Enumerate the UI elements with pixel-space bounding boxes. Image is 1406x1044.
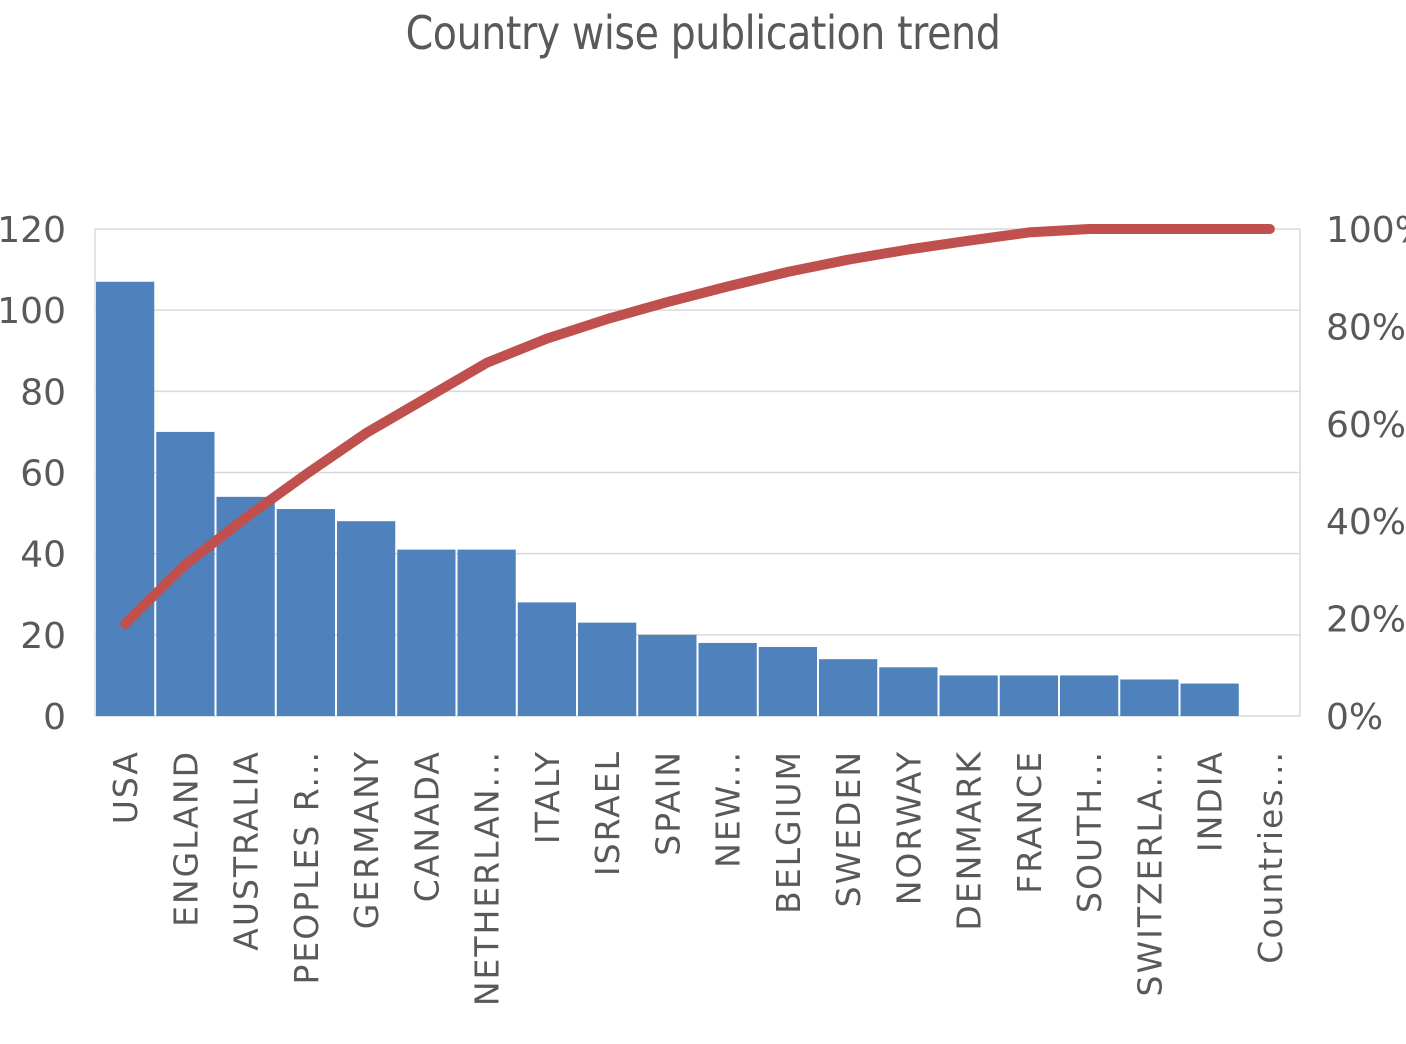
bar-canada <box>397 549 456 716</box>
category-label: NETHERLAN... <box>468 750 507 1006</box>
category-label: DENMARK <box>950 750 989 931</box>
bar-new <box>698 642 757 716</box>
bar-italy <box>517 602 576 716</box>
bar-germany <box>337 521 396 716</box>
category-label: BELGIUM <box>769 750 808 914</box>
left-y-axis: 0 20 40 60 80 100 120 <box>0 210 66 738</box>
right-axis-tick-label: 60% <box>1326 405 1406 446</box>
bar-peoples-r <box>276 509 335 716</box>
left-axis-tick-label: 120 <box>0 210 66 251</box>
left-axis-tick-label: 0 <box>43 697 66 738</box>
left-axis-tick-label: 20 <box>20 616 66 657</box>
right-axis-tick-label: 80% <box>1326 307 1406 348</box>
chart-title: Country wise publication trend <box>405 6 1001 60</box>
category-label: ITALY <box>528 750 567 844</box>
category-label: SOUTH... <box>1070 750 1109 913</box>
category-label: ISRAEL <box>588 750 627 876</box>
bar-spain <box>638 634 697 716</box>
bar-france <box>999 675 1058 716</box>
category-label: USA <box>106 750 145 824</box>
category-label: PEOPLES R... <box>287 750 326 985</box>
category-label: SWEDEN <box>829 750 868 907</box>
right-axis-tick-label: 100% <box>1326 210 1406 251</box>
category-label: SWITZERLA... <box>1130 750 1169 996</box>
category-label: ENGLAND <box>166 750 205 927</box>
bar-usa <box>96 281 155 716</box>
bar-israel <box>578 622 637 716</box>
left-axis-tick-label: 60 <box>20 454 66 495</box>
right-y-axis: 0% 20% 40% 60% 80% 100% <box>1326 210 1406 738</box>
cumulative-line-series <box>120 224 1275 629</box>
gridlines <box>94 228 1301 717</box>
category-label: AUSTRALIA <box>227 750 266 951</box>
right-axis-tick-label: 40% <box>1326 502 1406 543</box>
bar-switzerla <box>1120 679 1179 716</box>
bar-belgium <box>758 647 817 716</box>
bar-denmark <box>939 675 998 716</box>
category-label: FRANCE <box>1010 750 1049 894</box>
category-label: CANADA <box>407 750 446 902</box>
x-axis-categories: USA ENGLAND AUSTRALIA PEOPLES R... GERMANY CA… <box>106 750 1290 1006</box>
category-label: NORWAY <box>889 750 928 905</box>
bar-england <box>156 431 215 716</box>
bar-series <box>96 281 1239 716</box>
category-label: Countries... <box>1251 750 1290 964</box>
right-axis-tick-label: 20% <box>1326 600 1406 641</box>
left-axis-tick-label: 80 <box>20 372 66 413</box>
category-label: SPAIN <box>648 750 687 856</box>
bar-norway <box>879 667 938 716</box>
cumulative-percentage-line <box>120 224 1275 629</box>
bar-south <box>1060 675 1119 716</box>
bar-sweden <box>819 659 878 716</box>
bar-india <box>1180 683 1239 716</box>
category-label: GERMANY <box>347 750 386 929</box>
bar-netherlan <box>457 549 516 716</box>
left-axis-tick-label: 100 <box>0 291 66 332</box>
left-axis-tick-label: 40 <box>20 535 66 576</box>
category-label: INDIA <box>1191 750 1230 852</box>
right-axis-tick-label: 0% <box>1326 697 1383 738</box>
category-label: NEW... <box>709 750 748 868</box>
